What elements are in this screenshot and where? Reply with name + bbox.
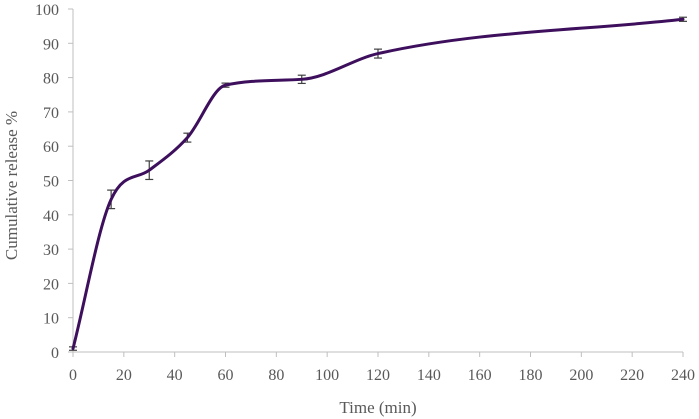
x-ticks: 0 20 40 60 80 100 120 140 160 180 200 220 240: [69, 352, 695, 384]
plot-area: 0 20 40 60 80 100 120 140 160 180 200 220 240 0 10 20 3…: [35, 2, 695, 384]
x-tick-label: 40: [167, 367, 183, 384]
x-tick-label: 160: [468, 367, 492, 384]
y-tick-label: 0: [51, 345, 59, 362]
y-tick-label: 100: [35, 2, 59, 19]
y-tick-label: 10: [43, 311, 59, 328]
series-line: [71, 17, 685, 351]
y-tick-label: 90: [43, 36, 59, 53]
y-axis-title: Cumulative release %: [2, 111, 21, 260]
x-tick-label: 240: [671, 367, 695, 384]
y-tick-label: 40: [43, 208, 59, 225]
error-bars: [69, 16, 687, 351]
y-tick-label: 20: [43, 276, 59, 293]
x-tick-label: 220: [620, 367, 644, 384]
y-ticks: 0 10 20 30 40 50 60 70 80 90 100: [35, 2, 73, 362]
x-axis-title: Time (min): [339, 398, 416, 417]
y-tick-label: 70: [43, 105, 59, 122]
y-tick-label: 50: [43, 174, 59, 191]
x-tick-label: 180: [519, 367, 543, 384]
x-tick-label: 0: [69, 367, 77, 384]
x-tick-label: 20: [116, 367, 132, 384]
x-tick-label: 60: [218, 367, 234, 384]
y-tick-label: 80: [43, 71, 59, 88]
y-tick-label: 30: [43, 242, 59, 259]
y-tick-label: 60: [43, 139, 59, 156]
x-tick-label: 80: [268, 367, 284, 384]
x-tick-label: 200: [569, 367, 593, 384]
x-tick-label: 100: [315, 367, 339, 384]
x-tick-label: 120: [366, 367, 390, 384]
x-tick-label: 140: [417, 367, 441, 384]
